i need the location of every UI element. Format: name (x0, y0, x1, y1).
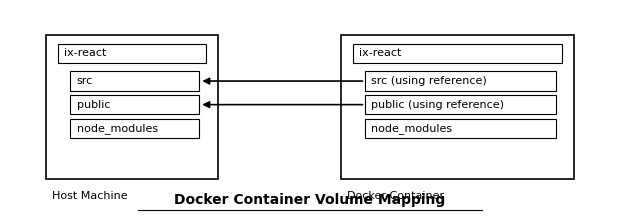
Text: node_modules: node_modules (371, 123, 453, 134)
Text: src: src (76, 76, 93, 86)
FancyBboxPatch shape (353, 44, 562, 63)
FancyBboxPatch shape (365, 95, 556, 114)
Text: ix-react: ix-react (64, 48, 107, 58)
FancyBboxPatch shape (365, 119, 556, 138)
FancyBboxPatch shape (70, 95, 200, 114)
Text: src (using reference): src (using reference) (371, 76, 487, 86)
Text: Docker Container Volume Mapping: Docker Container Volume Mapping (174, 192, 446, 207)
Text: public (using reference): public (using reference) (371, 100, 505, 110)
Text: Host Machine: Host Machine (52, 191, 128, 202)
FancyBboxPatch shape (58, 44, 206, 63)
FancyBboxPatch shape (341, 35, 574, 179)
FancyBboxPatch shape (70, 119, 200, 138)
FancyBboxPatch shape (70, 72, 200, 91)
Text: public: public (76, 100, 110, 110)
Text: Docker Container: Docker Container (347, 191, 444, 202)
FancyBboxPatch shape (365, 72, 556, 91)
FancyBboxPatch shape (46, 35, 218, 179)
Text: node_modules: node_modules (76, 123, 157, 134)
Text: ix-react: ix-react (359, 48, 402, 58)
